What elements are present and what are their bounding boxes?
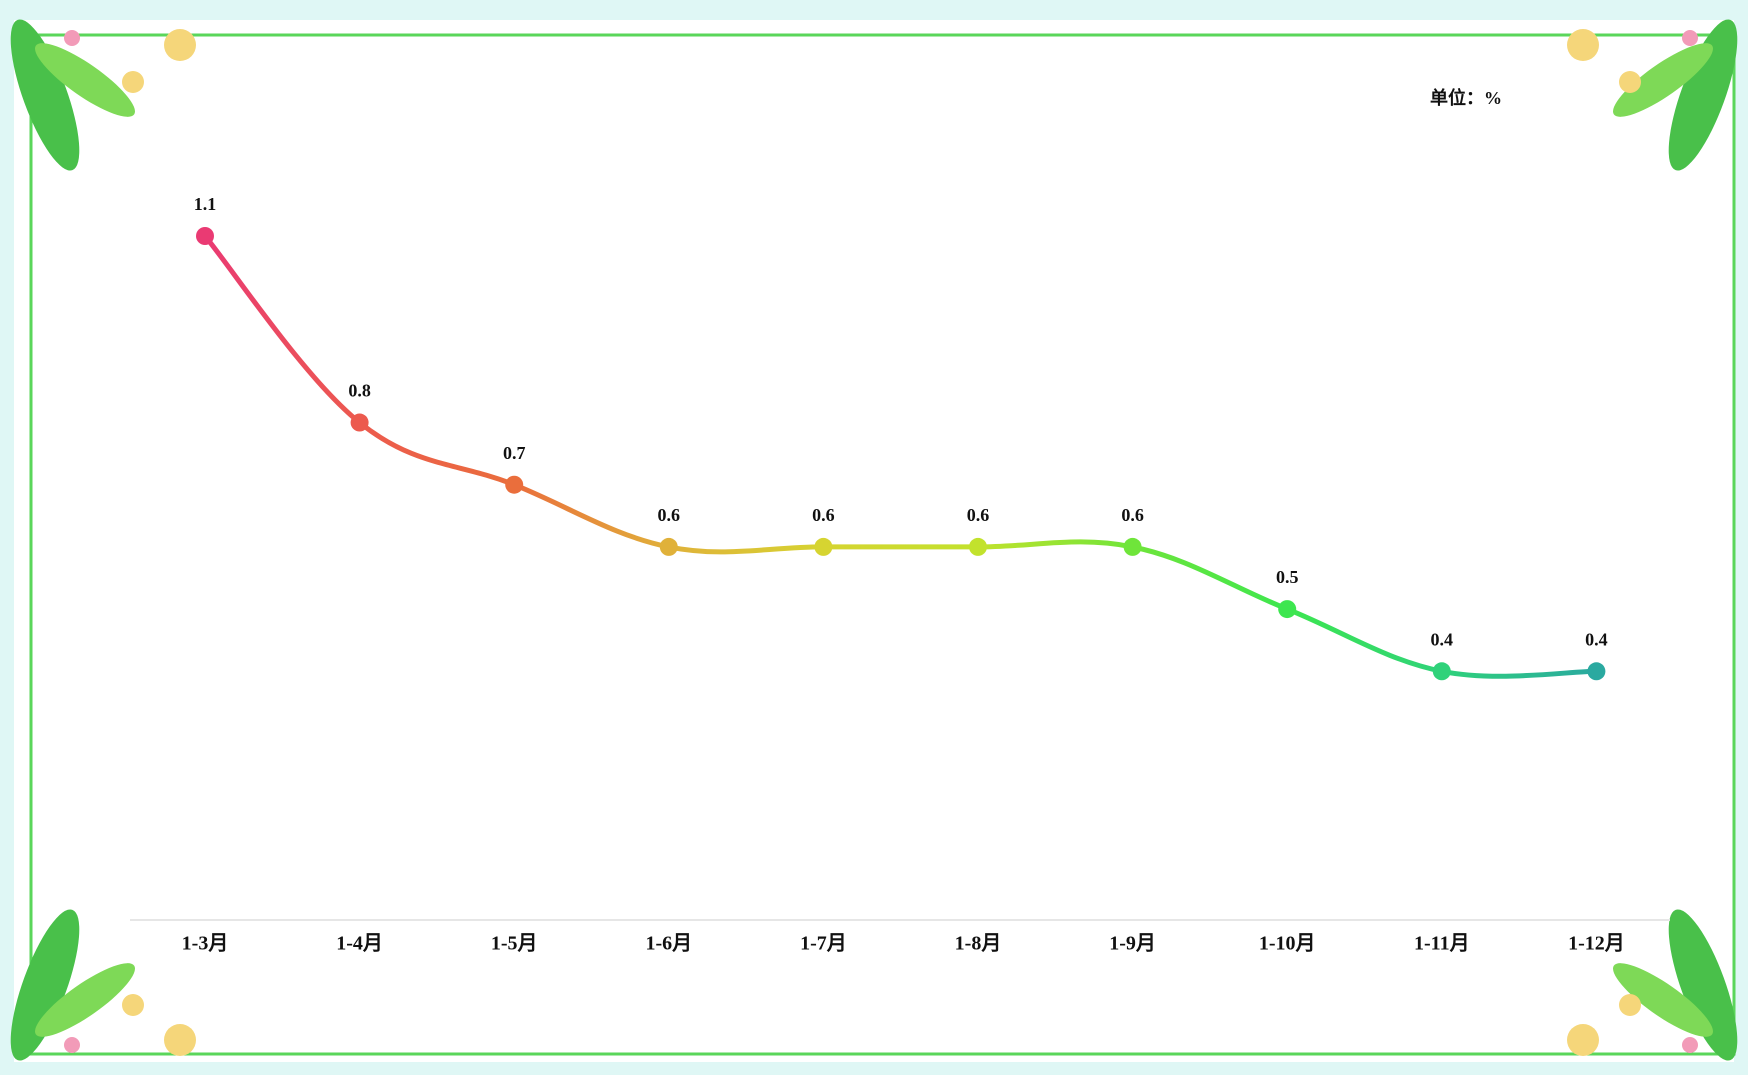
- data-label: 0.7: [503, 443, 526, 463]
- corner-decoration: [10, 19, 1738, 1061]
- data-label: 0.6: [967, 505, 990, 525]
- x-tick-label: 1-8月: [955, 933, 1002, 955]
- x-tick-label: 1-10月: [1259, 933, 1316, 955]
- x-tick-label: 1-11月: [1414, 933, 1470, 955]
- green-border: [29, 33, 1736, 1056]
- point: [1587, 662, 1606, 681]
- x-tick-label: 1-4月: [336, 933, 383, 955]
- data-label: 0.5: [1276, 567, 1299, 587]
- point: [659, 537, 678, 556]
- point: [196, 227, 214, 245]
- point: [1278, 600, 1297, 619]
- point: [350, 413, 369, 432]
- line: [202, 233, 1599, 679]
- point: [505, 475, 524, 494]
- x-tick-label: 1-5月: [491, 933, 538, 955]
- point: [1123, 537, 1142, 556]
- data-label: 0.8: [348, 381, 371, 401]
- x-tick-label: 1-3月: [182, 933, 229, 955]
- data-label: 1.1: [194, 194, 217, 214]
- data-label: 0.4: [1431, 629, 1454, 649]
- unit-label: 单位：%: [1430, 87, 1502, 108]
- panel: [14, 20, 1734, 1062]
- data-label: 0.6: [1121, 505, 1144, 525]
- point: [814, 537, 833, 556]
- x-tick-label: 1-12月: [1568, 933, 1625, 955]
- x-tick-label: 1-7月: [800, 933, 847, 955]
- data-label: 0.4: [1585, 629, 1608, 649]
- x-tick-label: 1-9月: [1109, 933, 1156, 955]
- point: [1432, 662, 1451, 681]
- data-label: 0.6: [658, 505, 681, 525]
- point: [969, 537, 987, 556]
- data-label: 0.6: [812, 505, 835, 525]
- x-tick-label: 1-6月: [645, 933, 692, 955]
